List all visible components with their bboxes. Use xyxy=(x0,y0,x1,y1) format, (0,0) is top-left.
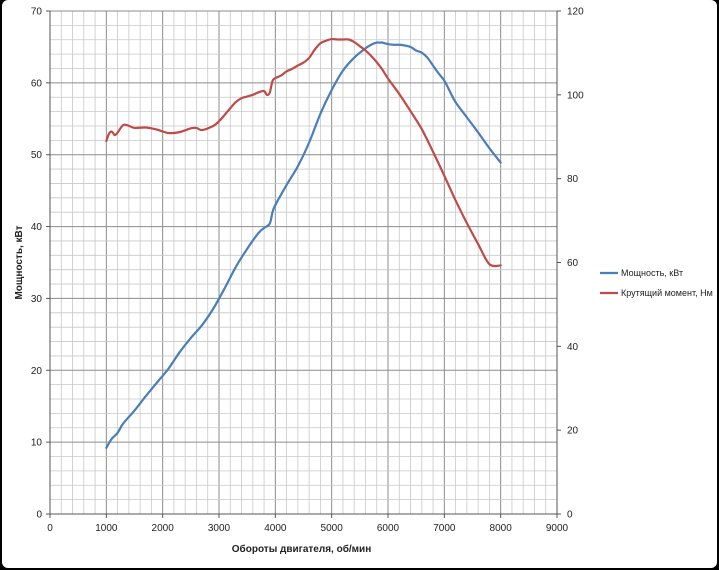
y-tick-label: 60 xyxy=(31,78,43,89)
x-tick-label: 9000 xyxy=(546,523,569,534)
x-axis-title: Обороты двигателя, об/мин xyxy=(232,543,371,555)
legend: Мощность, кВт Крутящий момент, Нм xyxy=(600,268,713,298)
x-tick-label: 3000 xyxy=(208,523,231,534)
y-tick-label: 20 xyxy=(31,366,43,377)
y2-tick-label: 120 xyxy=(567,7,584,18)
x-tick-label: 1000 xyxy=(95,523,118,534)
series-lines xyxy=(105,37,502,449)
x-tick-label: 5000 xyxy=(321,523,344,534)
plot-area xyxy=(50,11,557,514)
x-tick-label: 6000 xyxy=(377,523,400,534)
x-tick-label: 2000 xyxy=(152,523,175,534)
legend-label-power: Мощность, кВт xyxy=(621,268,683,278)
y-tick-label: 30 xyxy=(31,294,43,305)
y2-tick-label: 40 xyxy=(567,342,579,353)
x-tick-label: 4000 xyxy=(264,523,287,534)
y-tick-label: 40 xyxy=(31,222,43,233)
y-axis-title: Мощность, кВт xyxy=(14,225,25,299)
x-tick-label: 7000 xyxy=(433,523,456,534)
grid-lines xyxy=(49,10,558,515)
series-line-torque xyxy=(105,37,502,268)
y2-tick-label: 0 xyxy=(567,510,573,521)
y2-tick-label: 60 xyxy=(567,258,579,269)
y-tick-label: 10 xyxy=(31,438,43,449)
y2-tick-label: 80 xyxy=(567,174,579,185)
axes xyxy=(46,10,561,518)
legend-label-torque: Крутящий момент, Нм xyxy=(621,288,713,298)
tick-labels: 0 1000 2000 3000 4000 5000 6000 7000 8000 9000010… xyxy=(31,7,584,535)
series-line-power xyxy=(105,41,502,449)
y2-tick-label: 100 xyxy=(567,90,584,101)
x-tick-label: 8000 xyxy=(490,523,513,534)
y-tick-label: 0 xyxy=(36,510,42,521)
y-tick-label: 70 xyxy=(31,7,43,18)
x-tick-label: 0 xyxy=(47,523,53,534)
y-tick-label: 50 xyxy=(31,150,43,161)
y2-tick-label: 20 xyxy=(567,426,579,437)
